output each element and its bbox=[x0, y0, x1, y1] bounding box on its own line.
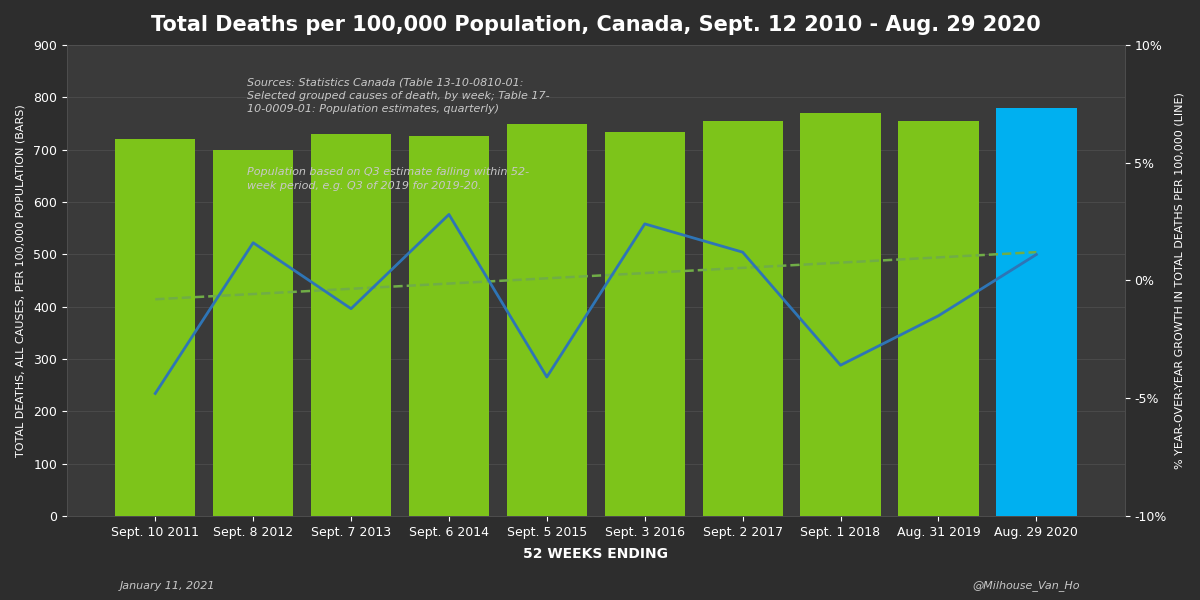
Bar bbox=[214, 149, 293, 516]
Bar bbox=[311, 134, 391, 516]
Bar bbox=[899, 121, 979, 516]
Bar bbox=[605, 132, 685, 516]
Y-axis label: TOTAL DEATHS, ALL CAUSES, PER 100,000 POPULATION (BARS): TOTAL DEATHS, ALL CAUSES, PER 100,000 PO… bbox=[16, 104, 25, 457]
Text: @Milhouse_Van_Ho: @Milhouse_Van_Ho bbox=[972, 580, 1080, 591]
Title: Total Deaths per 100,000 Population, Canada, Sept. 12 2010 - Aug. 29 2020: Total Deaths per 100,000 Population, Can… bbox=[151, 15, 1040, 35]
Y-axis label: % YEAR-OVER-YEAR GROWTH IN TOTAL DEATHS PER 100,000 (LINE): % YEAR-OVER-YEAR GROWTH IN TOTAL DEATHS … bbox=[1175, 92, 1186, 469]
Bar bbox=[115, 139, 196, 516]
Bar bbox=[800, 113, 881, 516]
X-axis label: 52 WEEKS ENDING: 52 WEEKS ENDING bbox=[523, 547, 668, 561]
Bar bbox=[409, 136, 490, 516]
Bar bbox=[996, 107, 1076, 516]
Bar bbox=[506, 124, 587, 516]
Text: January 11, 2021: January 11, 2021 bbox=[120, 581, 216, 591]
Text: Population based on Q3 estimate falling within 52-
week period, e.g. Q3 of 2019 : Population based on Q3 estimate falling … bbox=[247, 167, 529, 191]
Bar bbox=[702, 121, 782, 516]
Text: Sources: Statistics Canada (Table 13-10-0810-01:
Selected grouped causes of deat: Sources: Statistics Canada (Table 13-10-… bbox=[247, 78, 550, 114]
